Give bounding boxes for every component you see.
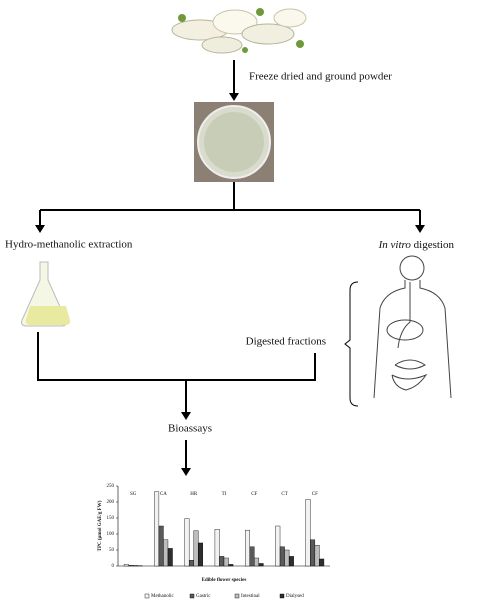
arrowhead — [35, 225, 45, 233]
legend-label: Intestinal — [241, 594, 260, 599]
y-tick-label: 250 — [107, 484, 115, 489]
bar — [214, 529, 220, 567]
bar — [223, 557, 229, 567]
digestion-label: In vitro digestion — [378, 239, 455, 251]
x-tick-label: CA — [160, 492, 167, 497]
bar — [163, 539, 169, 567]
petri-image — [194, 102, 274, 182]
bar — [154, 491, 160, 567]
fractions-label: Digested fractions — [246, 336, 326, 348]
x-tick-label: TI — [222, 492, 227, 497]
powder-label: Freeze dried and ground powder — [249, 71, 392, 83]
y-axis-label: TPC (µmol GAE/g FW) — [98, 500, 103, 551]
arrowhead — [229, 93, 239, 101]
bar — [314, 545, 320, 567]
bar — [244, 529, 250, 567]
legend-label: Gastric — [196, 594, 211, 599]
legend-swatch — [279, 593, 285, 599]
x-tick-label: CF — [251, 492, 257, 497]
bar — [305, 499, 311, 567]
legend-swatch — [189, 593, 195, 599]
arrowhead — [181, 468, 191, 476]
bar — [258, 563, 264, 567]
x-tick-label: CT — [281, 492, 287, 497]
bar — [198, 542, 203, 567]
legend-label: Dialysed — [286, 594, 304, 599]
bar — [249, 546, 255, 567]
x-tick-label: HR — [190, 492, 198, 497]
bar — [284, 549, 290, 567]
arrowhead — [415, 225, 425, 233]
bar — [288, 556, 294, 567]
x-tick-label: SG — [130, 492, 137, 497]
legend-swatch — [234, 593, 240, 599]
human-image — [373, 255, 452, 399]
bar — [228, 564, 234, 567]
bar — [123, 564, 129, 567]
flower-image — [171, 8, 307, 54]
bar — [167, 548, 173, 567]
x-tick-label: CF — [312, 492, 318, 497]
bar — [310, 539, 316, 567]
plain-part: digestion — [414, 239, 455, 251]
y-tick-label: 100 — [107, 532, 115, 537]
flask-image — [21, 261, 71, 327]
arrowhead — [181, 412, 191, 420]
italic-part: In vitro — [378, 239, 412, 251]
chart: 0 50 100 150 200 250 TPC (µmol GAE/g FW) Edible… — [98, 484, 330, 599]
bar — [158, 525, 164, 567]
bar — [184, 518, 190, 567]
merge-connector — [37, 332, 316, 415]
bar — [132, 565, 138, 567]
y-tick-label: 0 — [112, 564, 115, 569]
bar — [319, 558, 325, 567]
bar — [254, 557, 260, 567]
y-tick-label: 150 — [107, 516, 115, 521]
y-tick-label: 50 — [109, 548, 115, 553]
legend-swatch — [144, 593, 150, 599]
extraction-label: Hydro-methanolic extraction — [5, 239, 133, 251]
y-tick-label: 200 — [107, 500, 115, 505]
bioassays-label: Bioassays — [168, 423, 212, 435]
bar — [275, 525, 281, 567]
bracket — [344, 281, 359, 407]
bar — [219, 556, 225, 567]
split-connector — [39, 182, 421, 228]
bar — [128, 565, 134, 567]
bar — [188, 560, 194, 567]
legend-label: Methanolic — [151, 594, 175, 599]
bar — [193, 530, 199, 567]
x-axis-label: Edible flower species — [202, 578, 247, 583]
bar — [279, 546, 285, 567]
